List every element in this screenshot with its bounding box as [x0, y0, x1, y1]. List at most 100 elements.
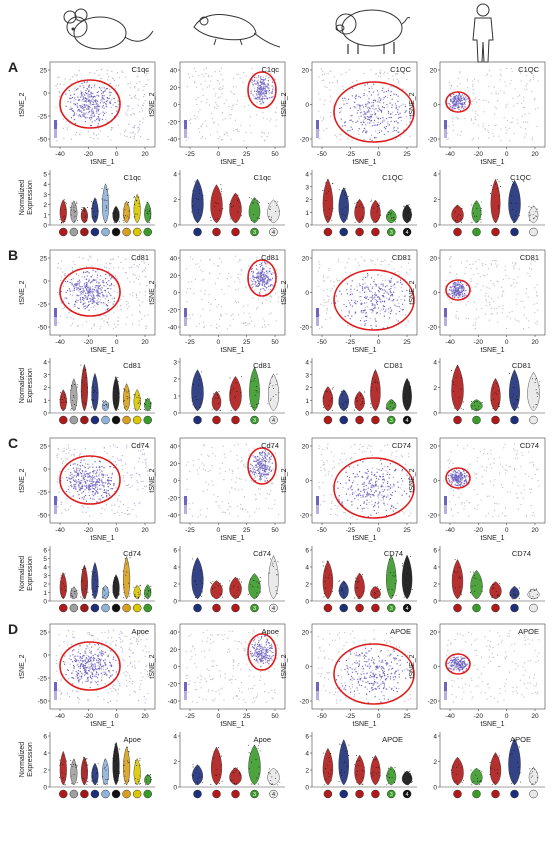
tsne-point: [359, 107, 360, 108]
violin-point: [387, 216, 388, 217]
tsne-point: [323, 299, 324, 300]
violin-point: [481, 222, 482, 223]
violin-point: [199, 407, 200, 408]
violin-point: [140, 398, 141, 399]
violin-point: [404, 393, 405, 394]
violin-point: [64, 219, 65, 220]
tsne-point: [365, 307, 366, 308]
tsne-point: [493, 301, 494, 302]
tsne-point: [450, 266, 451, 267]
violin-shape: [102, 184, 109, 223]
tsne-point: [257, 257, 258, 258]
tsne-point: [109, 293, 110, 294]
tsne-point: [111, 277, 112, 278]
violin-point: [124, 218, 125, 219]
tsne-point: [261, 263, 262, 264]
tsne-point: [252, 277, 253, 278]
tsne-point: [454, 104, 455, 105]
tsne-point: [367, 122, 368, 123]
tsne-point: [92, 93, 93, 94]
violin-point: [278, 392, 279, 393]
tsne-point: [362, 124, 363, 125]
violin-point: [148, 214, 149, 215]
violin-point: [240, 392, 241, 393]
tsne-point: [60, 280, 61, 281]
cluster-marker: [530, 228, 538, 236]
tsne-point: [78, 109, 79, 110]
tsne-point: [119, 506, 120, 507]
y-tick-label: 0: [43, 223, 47, 230]
tsne-point: [400, 117, 401, 118]
tsne-point: [109, 480, 110, 481]
tsne-point: [99, 467, 100, 468]
tsne-point: [372, 298, 373, 299]
tsne-point: [273, 272, 274, 273]
tsne-point: [100, 88, 101, 89]
violin-point: [357, 202, 358, 203]
tsne-point: [226, 132, 227, 133]
tsne-point: [86, 485, 87, 486]
tsne-point: [326, 302, 327, 303]
y-tick-label: -40: [168, 325, 178, 332]
x-tick-label: 0: [505, 339, 509, 346]
tsne-point: [449, 298, 450, 299]
tsne-point: [497, 100, 498, 101]
tsne-point: [83, 506, 84, 507]
tsne-point: [475, 324, 476, 325]
tsne-point: [95, 101, 96, 102]
tsne-point: [319, 264, 320, 265]
tsne-point: [203, 76, 204, 77]
violin-point: [63, 402, 64, 403]
violin-point: [107, 195, 108, 196]
tsne-point: [250, 321, 251, 322]
tsne-point: [62, 463, 63, 464]
violin-point: [95, 387, 96, 388]
tsne-point: [458, 94, 459, 95]
tsne-point: [117, 306, 118, 307]
tsne-point: [254, 80, 255, 81]
violin-point: [359, 200, 360, 201]
tsne-point: [108, 490, 109, 491]
tsne-point: [134, 114, 135, 115]
violin-point: [76, 203, 77, 204]
tsne-point: [256, 98, 257, 99]
tsne-point: [205, 73, 206, 74]
tsne-point: [318, 110, 319, 111]
tsne-point: [100, 484, 101, 485]
x-tick-label: 25: [403, 151, 411, 158]
violin-point: [72, 386, 73, 387]
violin-point: [460, 215, 461, 216]
cluster-marker-label: 4: [272, 418, 275, 424]
tsne-point: [400, 282, 401, 283]
panel-letter: B: [8, 247, 18, 263]
tsne-point: [69, 90, 70, 91]
violin-point: [376, 388, 377, 389]
violin-point: [539, 381, 540, 382]
tsne-point: [85, 90, 86, 91]
violin-point: [221, 191, 222, 192]
gene-label: C1qc: [123, 173, 141, 182]
violin-point: [253, 202, 254, 203]
violin-point: [375, 380, 376, 381]
tsne-point: [354, 102, 355, 103]
tsne-point: [79, 134, 80, 135]
tsne-point: [346, 103, 347, 104]
tsne-point: [349, 130, 350, 131]
tsne-point: [461, 262, 462, 263]
tsne-point: [91, 328, 92, 329]
tsne-point: [537, 321, 538, 322]
tsne-point: [536, 126, 537, 127]
tsne-point: [337, 82, 338, 83]
tsne-point: [213, 122, 214, 123]
tsne-point: [364, 85, 365, 86]
tsne-point: [116, 278, 117, 279]
tsne-point: [63, 128, 64, 129]
tsne-point: [235, 289, 236, 290]
tsne-point: [120, 309, 121, 310]
tsne-point: [108, 76, 109, 77]
y-axis-label: tSNE_2: [149, 92, 156, 116]
gene-label: CD81: [520, 253, 539, 262]
tsne-point: [264, 90, 265, 91]
